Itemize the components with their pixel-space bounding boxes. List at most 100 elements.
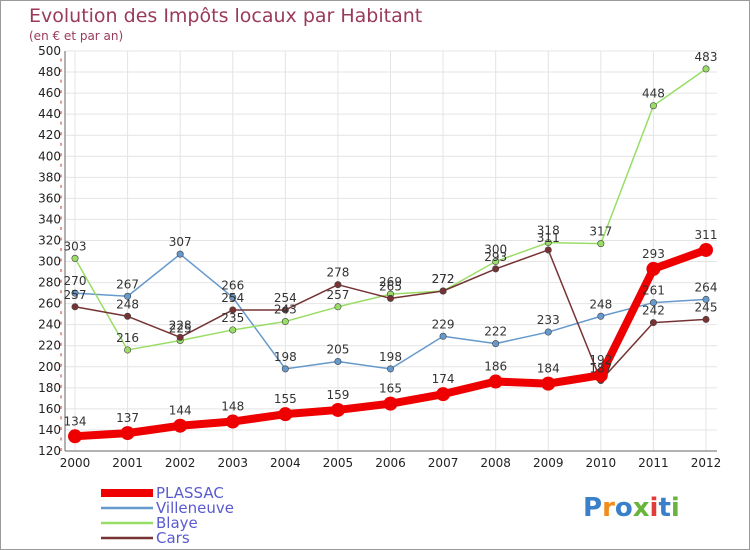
data-label-blaye: 317 <box>589 225 612 239</box>
chart-subtitle: (en € et par an) <box>29 29 123 43</box>
data-point-plassac <box>173 418 188 433</box>
data-label-cars: 293 <box>484 250 507 264</box>
data-label-blaye: 318 <box>537 224 560 238</box>
data-label-cars: 278 <box>326 266 349 280</box>
axes: 120 140 160 180 200 220 240 260 280 300 320 340 360 3… <box>38 44 721 470</box>
data-point-blaye <box>597 240 605 248</box>
data-point-cars <box>439 287 447 295</box>
data-label-cars: 228 <box>169 318 192 332</box>
data-point-blaye <box>71 254 79 262</box>
data-point-cars <box>702 315 710 323</box>
data-point-plassac <box>436 387 451 402</box>
data-point-villeneuve <box>229 293 237 301</box>
data-point-blaye <box>544 239 552 247</box>
data-label-villeneuve: 267 <box>116 277 139 291</box>
data-point-villeneuve <box>439 332 447 340</box>
series-layer <box>68 65 713 444</box>
data-label-plassac: 192 <box>589 353 612 367</box>
proxiti-logo: Proxiti <box>583 493 680 523</box>
data-label-blaye: 243 <box>274 303 297 317</box>
data-label-villeneuve: 233 <box>537 313 560 327</box>
data-label-blaye: 216 <box>116 331 139 345</box>
x-tick-label: 2006 <box>375 456 406 470</box>
x-tick-label: 2003 <box>217 456 248 470</box>
data-point-plassac <box>225 414 240 429</box>
data-point-cars <box>492 265 500 273</box>
y-tick-label: 420 <box>38 128 61 142</box>
data-label-plassac: 144 <box>169 404 192 418</box>
x-tick-label: 2011 <box>638 456 669 470</box>
data-label-villeneuve: 198 <box>274 350 297 364</box>
data-label-cars: 254 <box>274 291 297 305</box>
y-tick-label: 320 <box>38 233 61 247</box>
data-label-villeneuve: 222 <box>484 325 507 339</box>
y-tick-label: 160 <box>38 402 61 416</box>
y-tick-label: 200 <box>38 360 61 374</box>
data-label-plassac: 184 <box>537 362 560 376</box>
data-point-cars <box>386 294 394 302</box>
x-tick-label: 2012 <box>691 456 722 470</box>
data-point-plassac <box>646 261 661 276</box>
data-label-blaye: 448 <box>642 87 665 101</box>
data-label-villeneuve: 229 <box>432 317 455 331</box>
data-label-cars: 242 <box>642 304 665 318</box>
data-point-cars <box>176 333 184 341</box>
data-point-villeneuve <box>649 299 657 307</box>
data-point-plassac <box>383 396 398 411</box>
y-tick-label: 440 <box>38 107 61 121</box>
x-tick-label: 2000 <box>60 456 91 470</box>
data-label-villeneuve: 198 <box>379 350 402 364</box>
legend-label-cars: Cars <box>156 529 190 547</box>
data-label-cars: 272 <box>432 272 455 286</box>
data-label-plassac: 165 <box>379 382 402 396</box>
data-point-blaye <box>229 326 237 334</box>
data-label-blaye: 300 <box>484 243 507 257</box>
data-point-plassac <box>541 376 556 391</box>
data-label-cars: 187 <box>589 361 612 375</box>
y-tick-label: 300 <box>38 255 61 269</box>
data-point-plassac <box>68 429 82 444</box>
data-labels: 134 137 144 148 155 159 165 174 186 184 192 293 311 2… <box>64 50 718 428</box>
y-tick-label: 340 <box>38 212 61 226</box>
x-tick-label: 2002 <box>165 456 196 470</box>
data-point-villeneuve <box>702 295 710 303</box>
legend-label-blaye: Blaye <box>156 514 198 532</box>
data-label-plassac: 155 <box>274 392 297 406</box>
data-point-villeneuve <box>597 312 605 320</box>
data-point-villeneuve <box>334 358 342 366</box>
x-tick-label: 2005 <box>323 456 354 470</box>
x-tick-label: 2008 <box>480 456 511 470</box>
data-label-blaye: 235 <box>221 311 244 325</box>
data-point-villeneuve <box>544 328 552 336</box>
data-label-blaye: 272 <box>432 272 455 286</box>
data-point-villeneuve <box>124 292 132 300</box>
data-point-blaye <box>334 303 342 311</box>
grid <box>65 50 717 452</box>
data-label-villeneuve: 248 <box>589 297 612 311</box>
data-label-plassac: 174 <box>432 372 455 386</box>
data-label-villeneuve: 266 <box>221 278 244 292</box>
data-point-villeneuve <box>71 289 79 297</box>
y-tick-label: 120 <box>38 444 61 458</box>
data-label-plassac: 159 <box>326 388 349 402</box>
data-point-cars <box>124 312 132 320</box>
y-tick-label: 180 <box>38 381 61 395</box>
data-point-cars <box>229 306 237 314</box>
data-point-blaye <box>702 65 710 73</box>
data-label-cars: 311 <box>537 231 560 245</box>
chart-title: Evolution des Impôts locaux par Habitant <box>29 5 422 27</box>
data-point-cars <box>544 246 552 254</box>
y-tick-label: 400 <box>38 149 61 163</box>
x-tick-label: 2004 <box>270 456 301 470</box>
y-tick-label: 240 <box>38 318 61 332</box>
data-point-plassac <box>278 407 293 422</box>
data-label-plassac: 134 <box>64 414 87 428</box>
legend-label-plassac: PLASSAC <box>156 484 224 502</box>
data-label-cars: 257 <box>64 288 87 302</box>
data-label-blaye: 257 <box>326 288 349 302</box>
y-tick-label: 220 <box>38 339 61 353</box>
y-tick-label: 260 <box>38 297 61 311</box>
y-tick-label: 460 <box>38 86 61 100</box>
